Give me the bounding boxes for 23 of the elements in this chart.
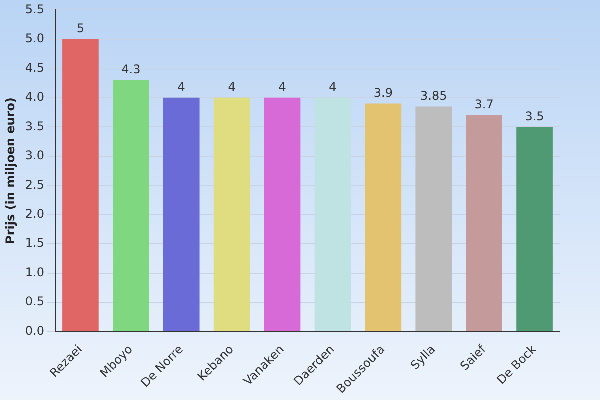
- data-label: 3.85: [420, 88, 448, 103]
- y-tick-label: 3.5: [25, 119, 44, 134]
- y-tick-label: 0.0: [25, 324, 44, 338]
- data-label: 4: [228, 80, 236, 94]
- data-label: 4.3: [122, 62, 141, 76]
- data-label: 5: [76, 22, 85, 36]
- data-label: 3.7: [474, 98, 494, 112]
- y-tick-label: 4.0: [25, 90, 44, 104]
- data-label: 4: [329, 80, 337, 94]
- y-tick-label: 5.0: [25, 32, 44, 46]
- y-tick-label: 2.0: [25, 207, 44, 221]
- y-tick-label: 1.5: [25, 236, 44, 250]
- y-tick-label: 0.5: [25, 294, 44, 309]
- y-tick-label: 1.0: [25, 265, 44, 280]
- data-label: 4: [278, 80, 286, 94]
- data-label: 3.9: [374, 86, 393, 100]
- y-tick-label: 3.0: [25, 148, 44, 163]
- data-label: 4: [178, 80, 186, 94]
- y-tick-label: 4.5: [25, 60, 44, 75]
- y-tick-label: 5.5: [25, 2, 44, 16]
- y-tick-label: 2.5: [25, 178, 44, 192]
- y-axis-title: Prijs (in miljoen euro): [3, 98, 18, 244]
- data-label: 3.5: [525, 109, 544, 124]
